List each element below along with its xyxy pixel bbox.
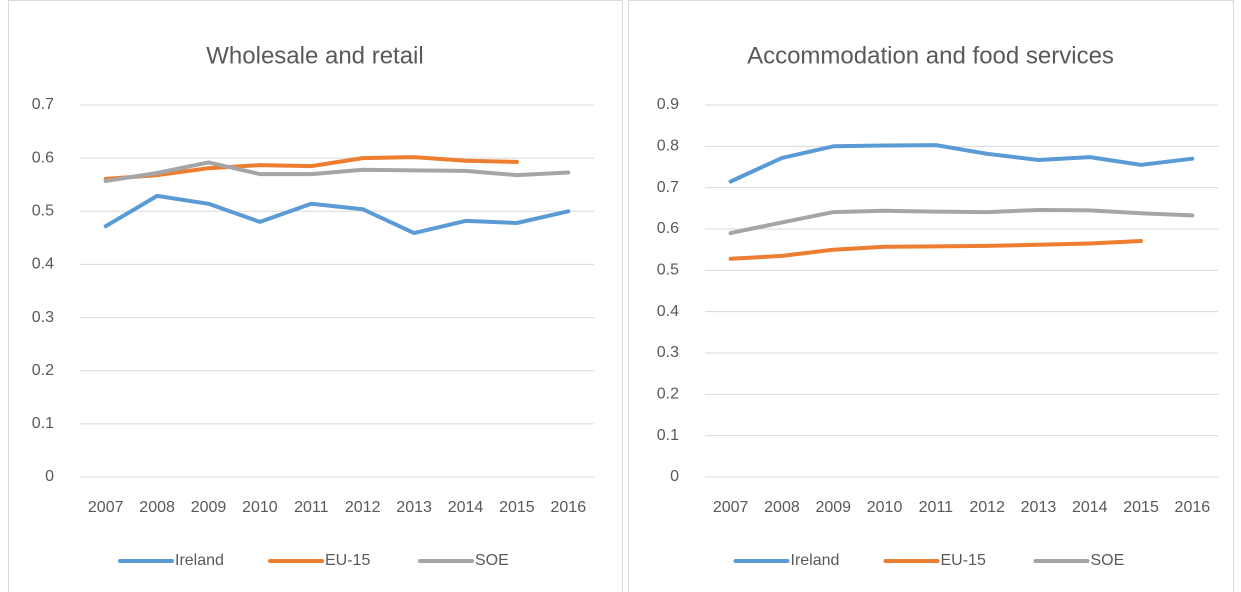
y-tick-label: 0.7: [657, 179, 679, 196]
y-tick-label: 0.4: [657, 303, 679, 320]
x-tick-label: 2010: [242, 499, 278, 516]
x-tick-label: 2016: [551, 499, 587, 516]
x-tick-label: 2011: [919, 499, 954, 516]
y-tick-label: 0.6: [32, 149, 54, 166]
series-line: [728, 143, 1195, 184]
y-tick-label: 0.5: [32, 203, 54, 220]
x-tick-label: 2008: [139, 499, 175, 516]
x-tick-label: 2014: [1072, 499, 1108, 516]
x-tick-label: 2014: [448, 499, 484, 516]
x-tick-label: 2009: [815, 499, 851, 516]
y-tick-label: 0.5: [657, 262, 679, 279]
series-line: [728, 208, 1195, 236]
x-tick-label: 2012: [969, 499, 1005, 516]
y-tick-label: 0.1: [32, 415, 54, 432]
panel-border: [8, 0, 623, 592]
panel-border: [628, 0, 1234, 592]
y-tick-label: 0.3: [657, 344, 679, 361]
x-tick-label: 2007: [713, 499, 749, 516]
legend-label: Ireland: [791, 552, 840, 569]
series-line: [103, 193, 571, 236]
series-line: [728, 239, 1143, 261]
x-tick-label: 2013: [396, 499, 432, 516]
x-tick-label: 2008: [764, 499, 800, 516]
x-tick-label: 2011: [294, 499, 329, 516]
x-tick-label: 2013: [1021, 499, 1057, 516]
y-tick-label: 0.8: [657, 138, 679, 155]
chart-title: Wholesale and retail: [206, 42, 423, 69]
x-tick-label: 2010: [867, 499, 903, 516]
legend-label: EU-15: [941, 552, 986, 569]
y-tick-label: 0: [670, 468, 679, 485]
y-tick-label: 0.3: [32, 309, 54, 326]
chart-title: Accommodation and food services: [747, 42, 1114, 69]
legend-label: Ireland: [175, 552, 224, 569]
y-tick-label: 0.2: [657, 386, 679, 403]
y-tick-label: 0.9: [657, 96, 679, 113]
x-tick-label: 2007: [88, 499, 124, 516]
legend-label: SOE: [475, 552, 509, 569]
x-tick-label: 2015: [499, 499, 535, 516]
legend-label: SOE: [1091, 552, 1125, 569]
y-tick-label: 0.4: [32, 256, 54, 273]
series-line: [103, 160, 571, 183]
y-tick-label: 0.1: [657, 427, 679, 444]
y-tick-label: 0.6: [657, 220, 679, 237]
x-tick-label: 2009: [191, 499, 227, 516]
legend-label: EU-15: [325, 552, 370, 569]
y-tick-label: 0.2: [32, 362, 54, 379]
y-tick-label: 0: [45, 468, 54, 485]
series-line: [103, 155, 519, 181]
y-tick-label: 0.7: [32, 96, 54, 113]
x-tick-label: 2015: [1123, 499, 1159, 516]
x-tick-label: 2012: [345, 499, 381, 516]
x-tick-label: 2016: [1175, 499, 1211, 516]
